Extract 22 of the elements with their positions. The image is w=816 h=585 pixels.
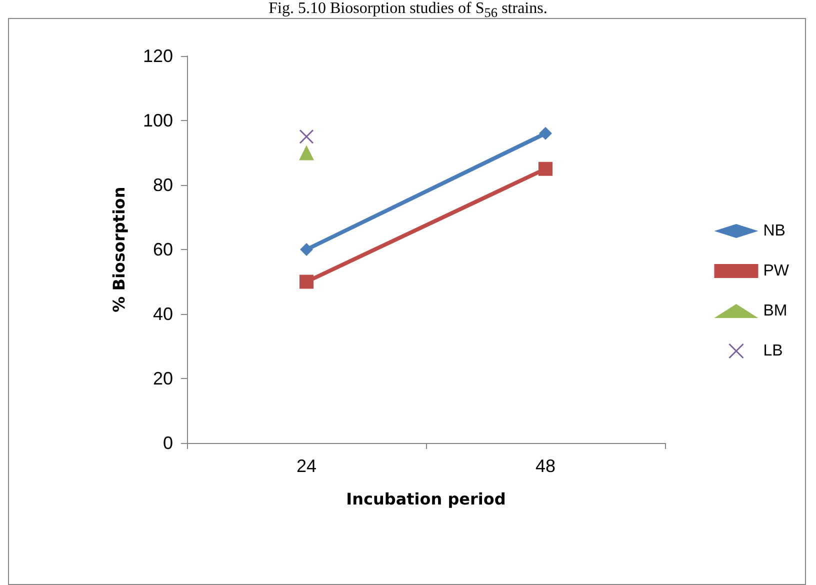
x-axis-title: Incubation period	[346, 490, 506, 508]
y-tick-label: 60	[152, 240, 173, 260]
point	[300, 243, 313, 256]
point	[538, 162, 552, 176]
y-tick-label: 100	[142, 110, 173, 130]
legend-label: BM	[763, 302, 788, 320]
point	[300, 274, 314, 289]
legend-label: LB	[763, 342, 783, 360]
point	[539, 126, 552, 140]
y-tick-label: 40	[152, 304, 173, 324]
point	[299, 145, 314, 160]
y-tick-label: 20	[152, 368, 173, 388]
y-tick-label: 0	[162, 433, 173, 453]
y-axis-title: % Biosorption	[110, 186, 128, 312]
legend-label: NB	[763, 222, 786, 240]
y-tick-label: 80	[152, 175, 173, 195]
point	[299, 129, 314, 144]
y-tick-label: 120	[142, 46, 173, 66]
legend-label: PW	[763, 262, 790, 280]
x-tick-label: 24	[296, 456, 317, 476]
chart-title: Fig. 5.10 Biosorption studies of S$_{56}$ strains.	[268, 0, 548, 22]
x-tick-label: 48	[535, 456, 556, 476]
